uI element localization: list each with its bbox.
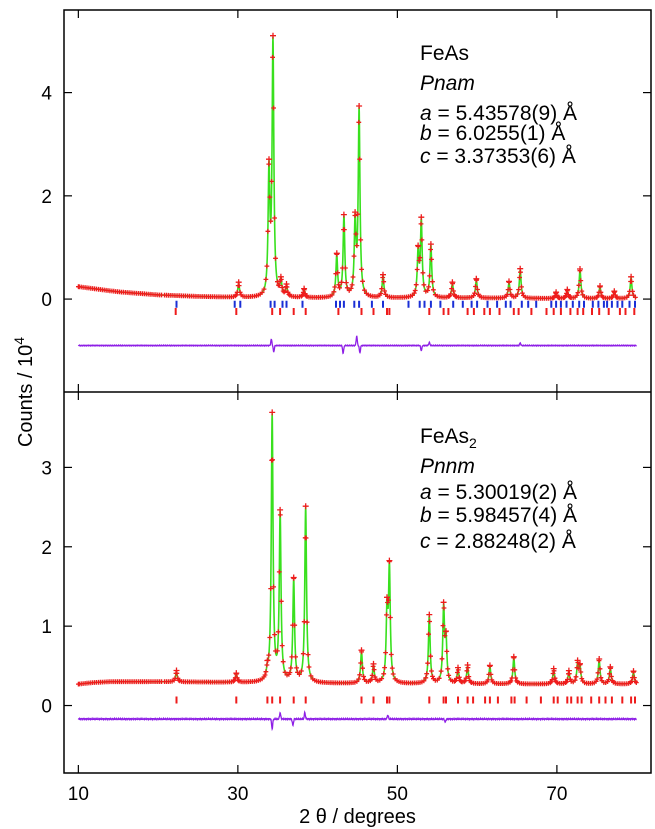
top-compound-label: FeAs (420, 42, 469, 65)
top-lattice-b: b = 6.0255(1) Å (420, 122, 565, 145)
top-reflection-ticks-2 (174, 308, 636, 315)
bottom-reflection-ticks-1 (175, 696, 636, 704)
top-panel: 0 2 4 FeAs Pnam a = 5.43578(9) Å b = 6.025… (41, 32, 651, 355)
top-annotation: FeAs Pnam a = 5.43578(9) Å b = 6.0255(1)… (420, 42, 577, 168)
bottom-observed-points (76, 409, 639, 687)
top-lattice-c: c = 3.37353(6) Å (420, 145, 576, 168)
bottom-y-tick-label: 0 (41, 697, 52, 718)
y-axis-title: Counts / 104 (11, 337, 37, 447)
bottom-panel: 0 1 2 3 FeAs2 Pnnm a = 5.30019(2) Å b = 5.9… (41, 409, 651, 732)
bottom-lattice-b: b = 5.98457(4) Å (420, 504, 577, 527)
x-tick-label: 10 (68, 784, 89, 805)
x-tick-label: 50 (387, 784, 408, 805)
bottom-lattice-a: a = 5.30019(2) Å (420, 481, 577, 504)
bottom-difference-curve (77, 710, 637, 732)
top-observed-points (76, 32, 638, 301)
top-reflection-ticks-1 (175, 300, 636, 308)
bottom-y-tick-label: 2 (41, 538, 52, 559)
bottom-compound-label: FeAs2 (420, 425, 477, 451)
bottom-annotation: FeAs2 Pnnm a = 5.30019(2) Å b = 5.98457(… (420, 425, 577, 553)
bottom-y-tick-label: 3 (41, 458, 52, 479)
top-y-tick-label: 4 (41, 84, 52, 105)
x-axis-title: 2 θ / degrees (299, 806, 416, 828)
top-difference-curve (77, 335, 637, 355)
bottom-ytick-layer: 0 1 2 3 (41, 458, 651, 718)
top-y-tick-label: 2 (41, 187, 52, 208)
bottom-lattice-c: c = 2.88248(2) Å (420, 530, 576, 553)
top-ytick-layer: 0 2 4 (41, 84, 651, 311)
top-y-tick-label: 0 (41, 290, 52, 311)
x-axis: 10 30 50 70 (68, 10, 567, 805)
x-tick-label: 70 (546, 784, 567, 805)
top-plot-layer (76, 32, 638, 355)
bottom-y-tick-label: 1 (41, 617, 52, 638)
bottom-space-group: Pnnm (420, 455, 475, 478)
bottom-plot-layer (76, 409, 639, 732)
x-tick-label: 30 (227, 784, 248, 805)
top-lattice-a: a = 5.43578(9) Å (420, 102, 577, 125)
top-space-group: Pnam (420, 72, 475, 95)
